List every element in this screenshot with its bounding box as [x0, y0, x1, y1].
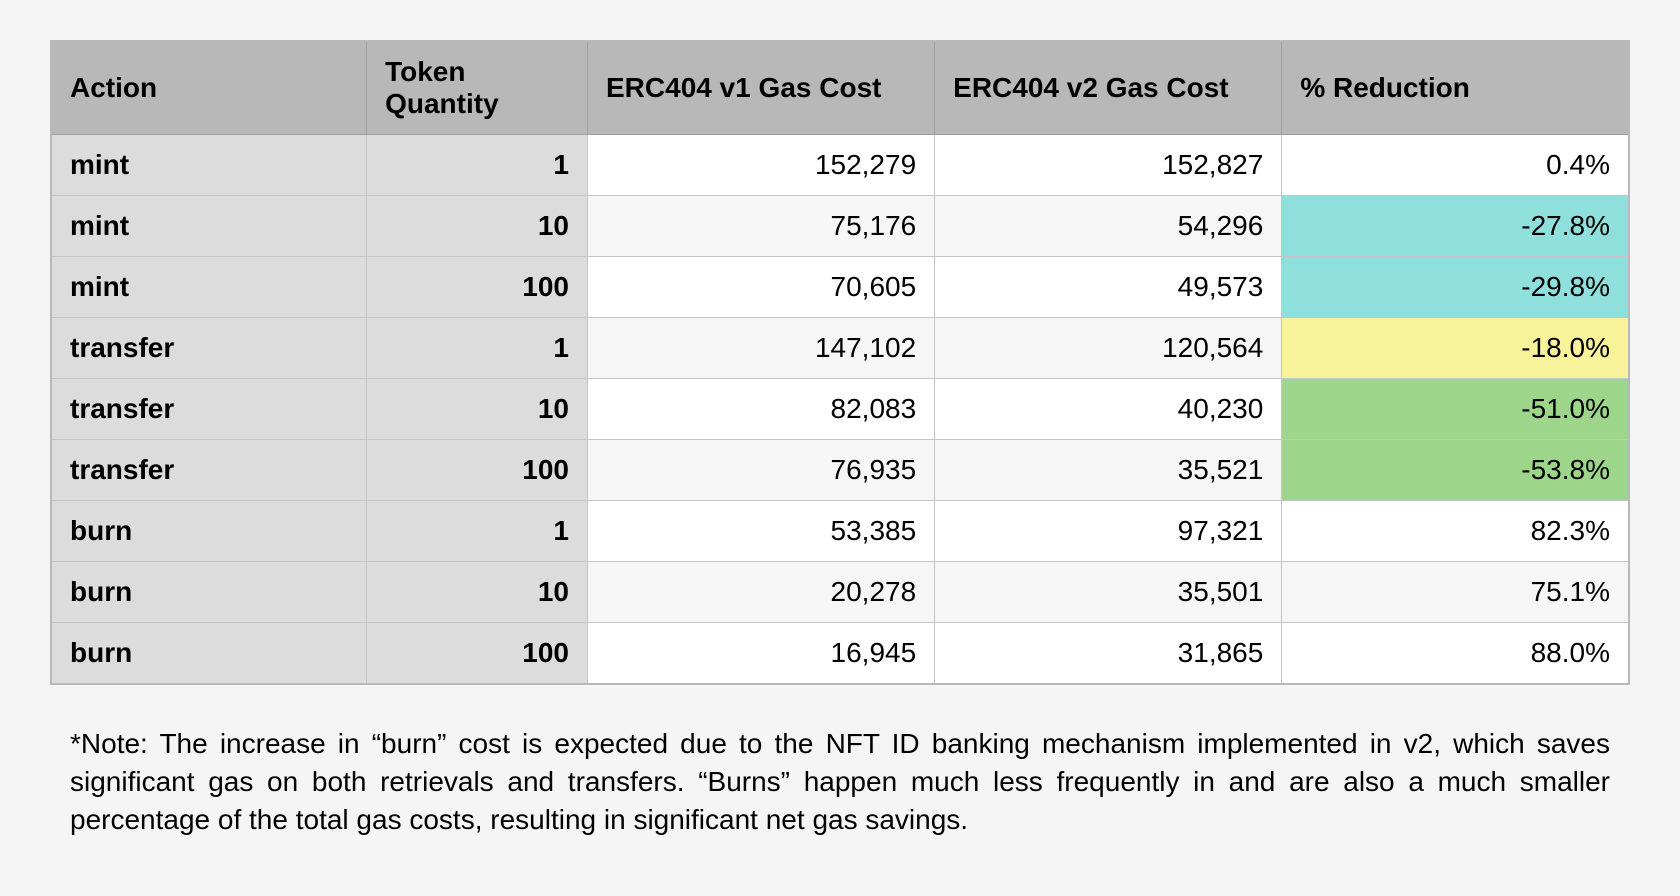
table-row: burn10016,94531,86588.0%	[51, 623, 1629, 685]
cell-v2: 40,230	[935, 379, 1282, 440]
cell-qty: 100	[367, 440, 588, 501]
cell-reduction: -53.8%	[1282, 440, 1629, 501]
cell-qty: 1	[367, 318, 588, 379]
cell-v1: 53,385	[588, 501, 935, 562]
cell-v2: 49,573	[935, 257, 1282, 318]
cell-v1: 76,935	[588, 440, 935, 501]
footnote: *Note: The increase in “burn” cost is ex…	[50, 725, 1630, 838]
cell-reduction: 75.1%	[1282, 562, 1629, 623]
table-row: transfer1082,08340,230-51.0%	[51, 379, 1629, 440]
cell-qty: 100	[367, 623, 588, 685]
cell-reduction: 82.3%	[1282, 501, 1629, 562]
table-row: mint1075,17654,296-27.8%	[51, 196, 1629, 257]
cell-v1: 70,605	[588, 257, 935, 318]
table-header-row: Action Token Quantity ERC404 v1 Gas Cost…	[51, 41, 1629, 135]
table-row: transfer10076,93535,521-53.8%	[51, 440, 1629, 501]
cell-qty: 100	[367, 257, 588, 318]
gas-cost-table: Action Token Quantity ERC404 v1 Gas Cost…	[50, 40, 1630, 685]
cell-reduction: -18.0%	[1282, 318, 1629, 379]
cell-v2: 31,865	[935, 623, 1282, 685]
col-header-v2: ERC404 v2 Gas Cost	[935, 41, 1282, 135]
cell-qty: 1	[367, 135, 588, 196]
cell-v2: 35,521	[935, 440, 1282, 501]
cell-reduction: 0.4%	[1282, 135, 1629, 196]
cell-action: mint	[51, 196, 367, 257]
cell-v1: 82,083	[588, 379, 935, 440]
cell-action: mint	[51, 257, 367, 318]
cell-v2: 97,321	[935, 501, 1282, 562]
cell-reduction: -27.8%	[1282, 196, 1629, 257]
cell-v2: 54,296	[935, 196, 1282, 257]
table-row: burn1020,27835,50175.1%	[51, 562, 1629, 623]
table-body: mint1152,279152,8270.4%mint1075,17654,29…	[51, 135, 1629, 685]
cell-v1: 20,278	[588, 562, 935, 623]
cell-v1: 75,176	[588, 196, 935, 257]
cell-reduction: -29.8%	[1282, 257, 1629, 318]
cell-action: burn	[51, 501, 367, 562]
cell-v1: 152,279	[588, 135, 935, 196]
col-header-v1: ERC404 v1 Gas Cost	[588, 41, 935, 135]
table-container: Action Token Quantity ERC404 v1 Gas Cost…	[50, 40, 1630, 838]
table-row: burn153,38597,32182.3%	[51, 501, 1629, 562]
table-row: mint1152,279152,8270.4%	[51, 135, 1629, 196]
cell-action: mint	[51, 135, 367, 196]
col-header-qty: Token Quantity	[367, 41, 588, 135]
cell-v1: 147,102	[588, 318, 935, 379]
cell-action: transfer	[51, 318, 367, 379]
cell-qty: 1	[367, 501, 588, 562]
table-row: transfer1147,102120,564-18.0%	[51, 318, 1629, 379]
cell-action: burn	[51, 562, 367, 623]
cell-reduction: -51.0%	[1282, 379, 1629, 440]
table-row: mint10070,60549,573-29.8%	[51, 257, 1629, 318]
cell-qty: 10	[367, 379, 588, 440]
cell-reduction: 88.0%	[1282, 623, 1629, 685]
cell-action: transfer	[51, 379, 367, 440]
cell-v2: 120,564	[935, 318, 1282, 379]
col-header-action: Action	[51, 41, 367, 135]
cell-qty: 10	[367, 562, 588, 623]
cell-action: transfer	[51, 440, 367, 501]
col-header-reduction: % Reduction	[1282, 41, 1629, 135]
cell-v2: 35,501	[935, 562, 1282, 623]
cell-action: burn	[51, 623, 367, 685]
cell-v2: 152,827	[935, 135, 1282, 196]
cell-qty: 10	[367, 196, 588, 257]
cell-v1: 16,945	[588, 623, 935, 685]
